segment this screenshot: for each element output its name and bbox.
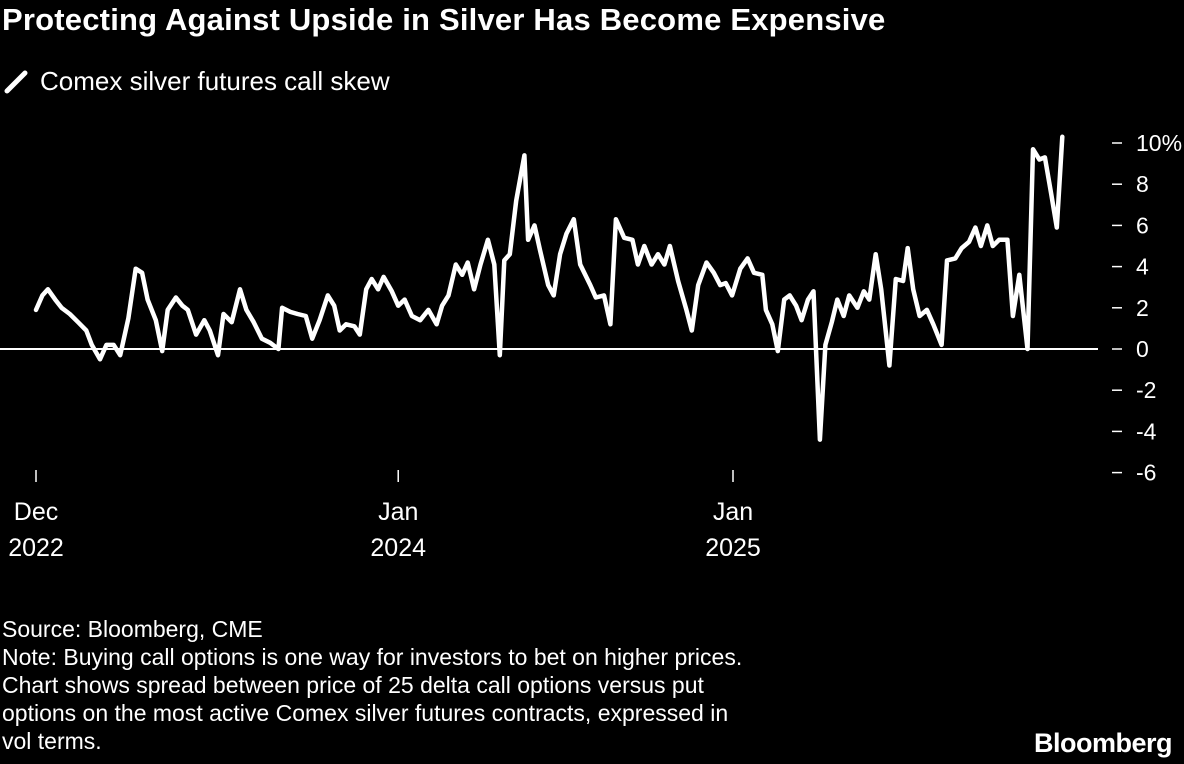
legend-label: Comex silver futures call skew — [40, 66, 390, 96]
y-tick-label: -6 — [1136, 460, 1156, 486]
y-tick-label: 8 — [1136, 171, 1149, 197]
y-tick-label: 0 — [1136, 336, 1149, 362]
y-tick-label: 6 — [1136, 212, 1149, 238]
note-line: options on the most active Comex silver … — [2, 700, 729, 726]
series-line — [33, 134, 1065, 442]
x-tick-label: 2025 — [705, 534, 761, 562]
bloomberg-logo: Bloomberg — [1033, 728, 1173, 758]
x-tick-label: Jan — [378, 498, 418, 526]
line-chart: 10% 8 6 4 2 0 -2 -4 -6 Dec 2022 Jan 2024 Jan 2025 — [0, 130, 1182, 562]
y-tick-label: 2 — [1136, 295, 1149, 321]
x-tick-label: 2022 — [8, 534, 64, 562]
x-tick-label: Jan — [713, 498, 753, 526]
chart-title: Protecting Against Upside in Silver Has … — [2, 2, 886, 37]
y-tick-label: -2 — [1136, 377, 1156, 403]
y-tick-label: -4 — [1136, 418, 1157, 444]
legend: Comex silver futures call skew — [4, 66, 390, 97]
source-text: Source: Bloomberg, CME — [2, 616, 263, 642]
y-tick-label: 10% — [1136, 130, 1182, 156]
legend-line-icon — [4, 70, 28, 93]
x-tick-label: Dec — [14, 498, 58, 526]
y-tick-label: 4 — [1136, 254, 1149, 280]
note-line: Chart shows spread between price of 25 d… — [2, 672, 704, 698]
footer: Source: Bloomberg, CME Note: Buying call… — [2, 615, 742, 755]
note-line: vol terms. — [2, 728, 102, 754]
note-line: Note: Buying call options is one way for… — [2, 644, 743, 670]
x-tick-label: 2024 — [370, 534, 426, 562]
